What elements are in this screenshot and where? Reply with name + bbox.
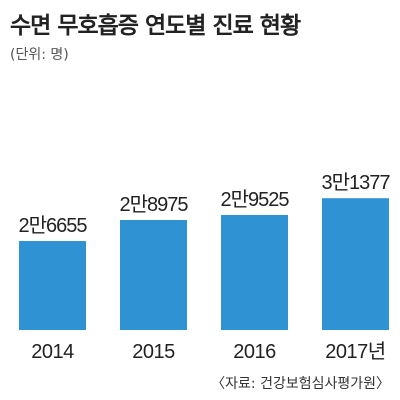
x-tick-label: 2014: [31, 341, 74, 363]
data-label: 2만8975: [119, 193, 188, 216]
data-label: 2만6655: [18, 214, 87, 237]
x-tick-label: 2016: [233, 341, 276, 363]
chart-title: 수면 무호흡증 연도별 진료 현황: [10, 13, 301, 39]
bar-2014: [19, 241, 86, 330]
bar-2015: [120, 219, 187, 330]
unit-label: (단위: 명): [10, 47, 69, 63]
data-label: 3만1377: [321, 171, 390, 194]
source-note: 〈자료: 건강보험심사평가원〉: [211, 376, 390, 392]
x-tick-label: 2015: [132, 341, 175, 363]
x-tick-label: 2017년: [325, 340, 385, 363]
bar-2016: [221, 214, 288, 330]
bar-2017: [322, 198, 389, 330]
data-label: 2만9525: [220, 188, 289, 211]
